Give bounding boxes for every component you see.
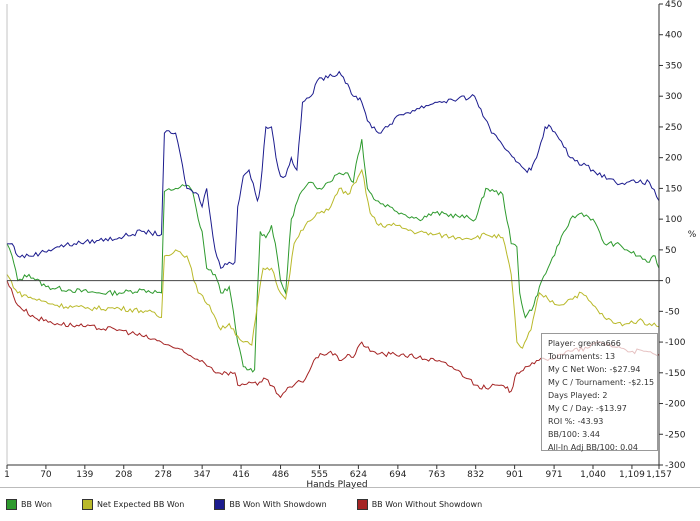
y-tick-label: 250 [665,123,682,133]
legend-label-without-showdown: BB Won Without Showdown [371,500,483,509]
x-tick-label: 1,109 [619,470,645,480]
y-tick-label: 400 [665,31,682,41]
series-line-net-expected-bb-won [6,168,660,349]
y-tick-label: -200 [665,400,686,410]
chart-legend: BB Won Net Expected BB Won BB Won With S… [0,487,700,521]
y-tick-label: -150 [665,369,686,379]
y-tick-label: 150 [665,184,682,194]
x-tick-label: 763 [428,470,445,480]
x-tick-label: 1,040 [580,470,606,480]
axes-layer: 450 400 350 300 250 200 150 100 50 0 -50 -100 -150 -2… [4,0,686,480]
legend-item-with-showdown[interactable]: BB Won With Showdown [214,499,327,510]
stat-bb-100: BB/100: 3.44 [548,430,600,439]
y-tick-label: 350 [665,61,682,71]
stat-per-day: My C / Day: -$13.97 [548,404,627,413]
x-tick-label: 1 [4,470,10,480]
x-tick-label: 624 [350,470,367,480]
y-tick-label: -100 [665,338,686,348]
stat-roi: ROI %: -43.93 [548,417,604,426]
y-tick-label: 300 [665,92,682,102]
y-tick-label: 0 [665,277,671,287]
legend-label-net-expected: Net Expected BB Won [96,500,185,509]
legend-swatch-net-expected [81,499,93,510]
stat-days-played: Days Played: 2 [548,391,608,400]
player-stats-box: Player: grenka666 Tournaments: 13 My C N… [541,333,658,452]
legend-swatch-without-showdown [356,499,368,510]
stat-allin-adj: All-In Adj BB/100: 0.04 [548,443,638,452]
legend-item-without-showdown[interactable]: BB Won Without Showdown [356,499,483,510]
stat-player: Player: grenka666 [548,339,621,348]
x-tick-label: 486 [272,470,289,480]
legend-item-net-expected[interactable]: Net Expected BB Won [81,499,185,510]
x-tick-label: 278 [155,470,172,480]
x-tick-label: 208 [115,470,132,480]
y-tick-label: -250 [665,430,686,440]
series-line-bb-won-with-showdown [6,70,660,270]
y-tick-label: 50 [665,246,677,256]
y-tick-label: 100 [665,215,682,225]
x-tick-label: 555 [311,470,328,480]
x-tick-label: 901 [506,470,523,480]
y-tick-label: -300 [665,461,686,471]
x-tick-label: 347 [194,470,211,480]
series-line-bb-won [6,139,660,373]
y-tick-label: 450 [665,0,682,10]
x-tick-label: 971 [545,470,562,480]
stat-per-tournament: My C / Tournament: -$2.15 [548,378,655,387]
x-tick-label: 1,157 [646,470,672,480]
x-tick-label: 139 [76,470,93,480]
stat-net-won: My C Net Won: -$27.94 [548,365,641,374]
x-tick-label: 416 [232,470,249,480]
x-axis-title: Hands Played [306,480,367,490]
x-tick-label: 70 [40,470,52,480]
legend-label-bb-won: BB Won [21,500,52,509]
legend-label-with-showdown: BB Won With Showdown [229,500,327,509]
legend-swatch-bb-won [6,499,17,510]
legend-item-bb-won[interactable]: BB Won [6,499,52,510]
legend-swatch-with-showdown [214,499,226,510]
x-tick-label: 832 [467,470,484,480]
y-tick-label: 200 [665,154,682,164]
y-axis-title: % [688,230,697,240]
stat-tournaments: Tournaments: 13 [548,352,616,361]
y-tick-label: -50 [665,307,680,317]
x-tick-label: 694 [389,470,406,480]
